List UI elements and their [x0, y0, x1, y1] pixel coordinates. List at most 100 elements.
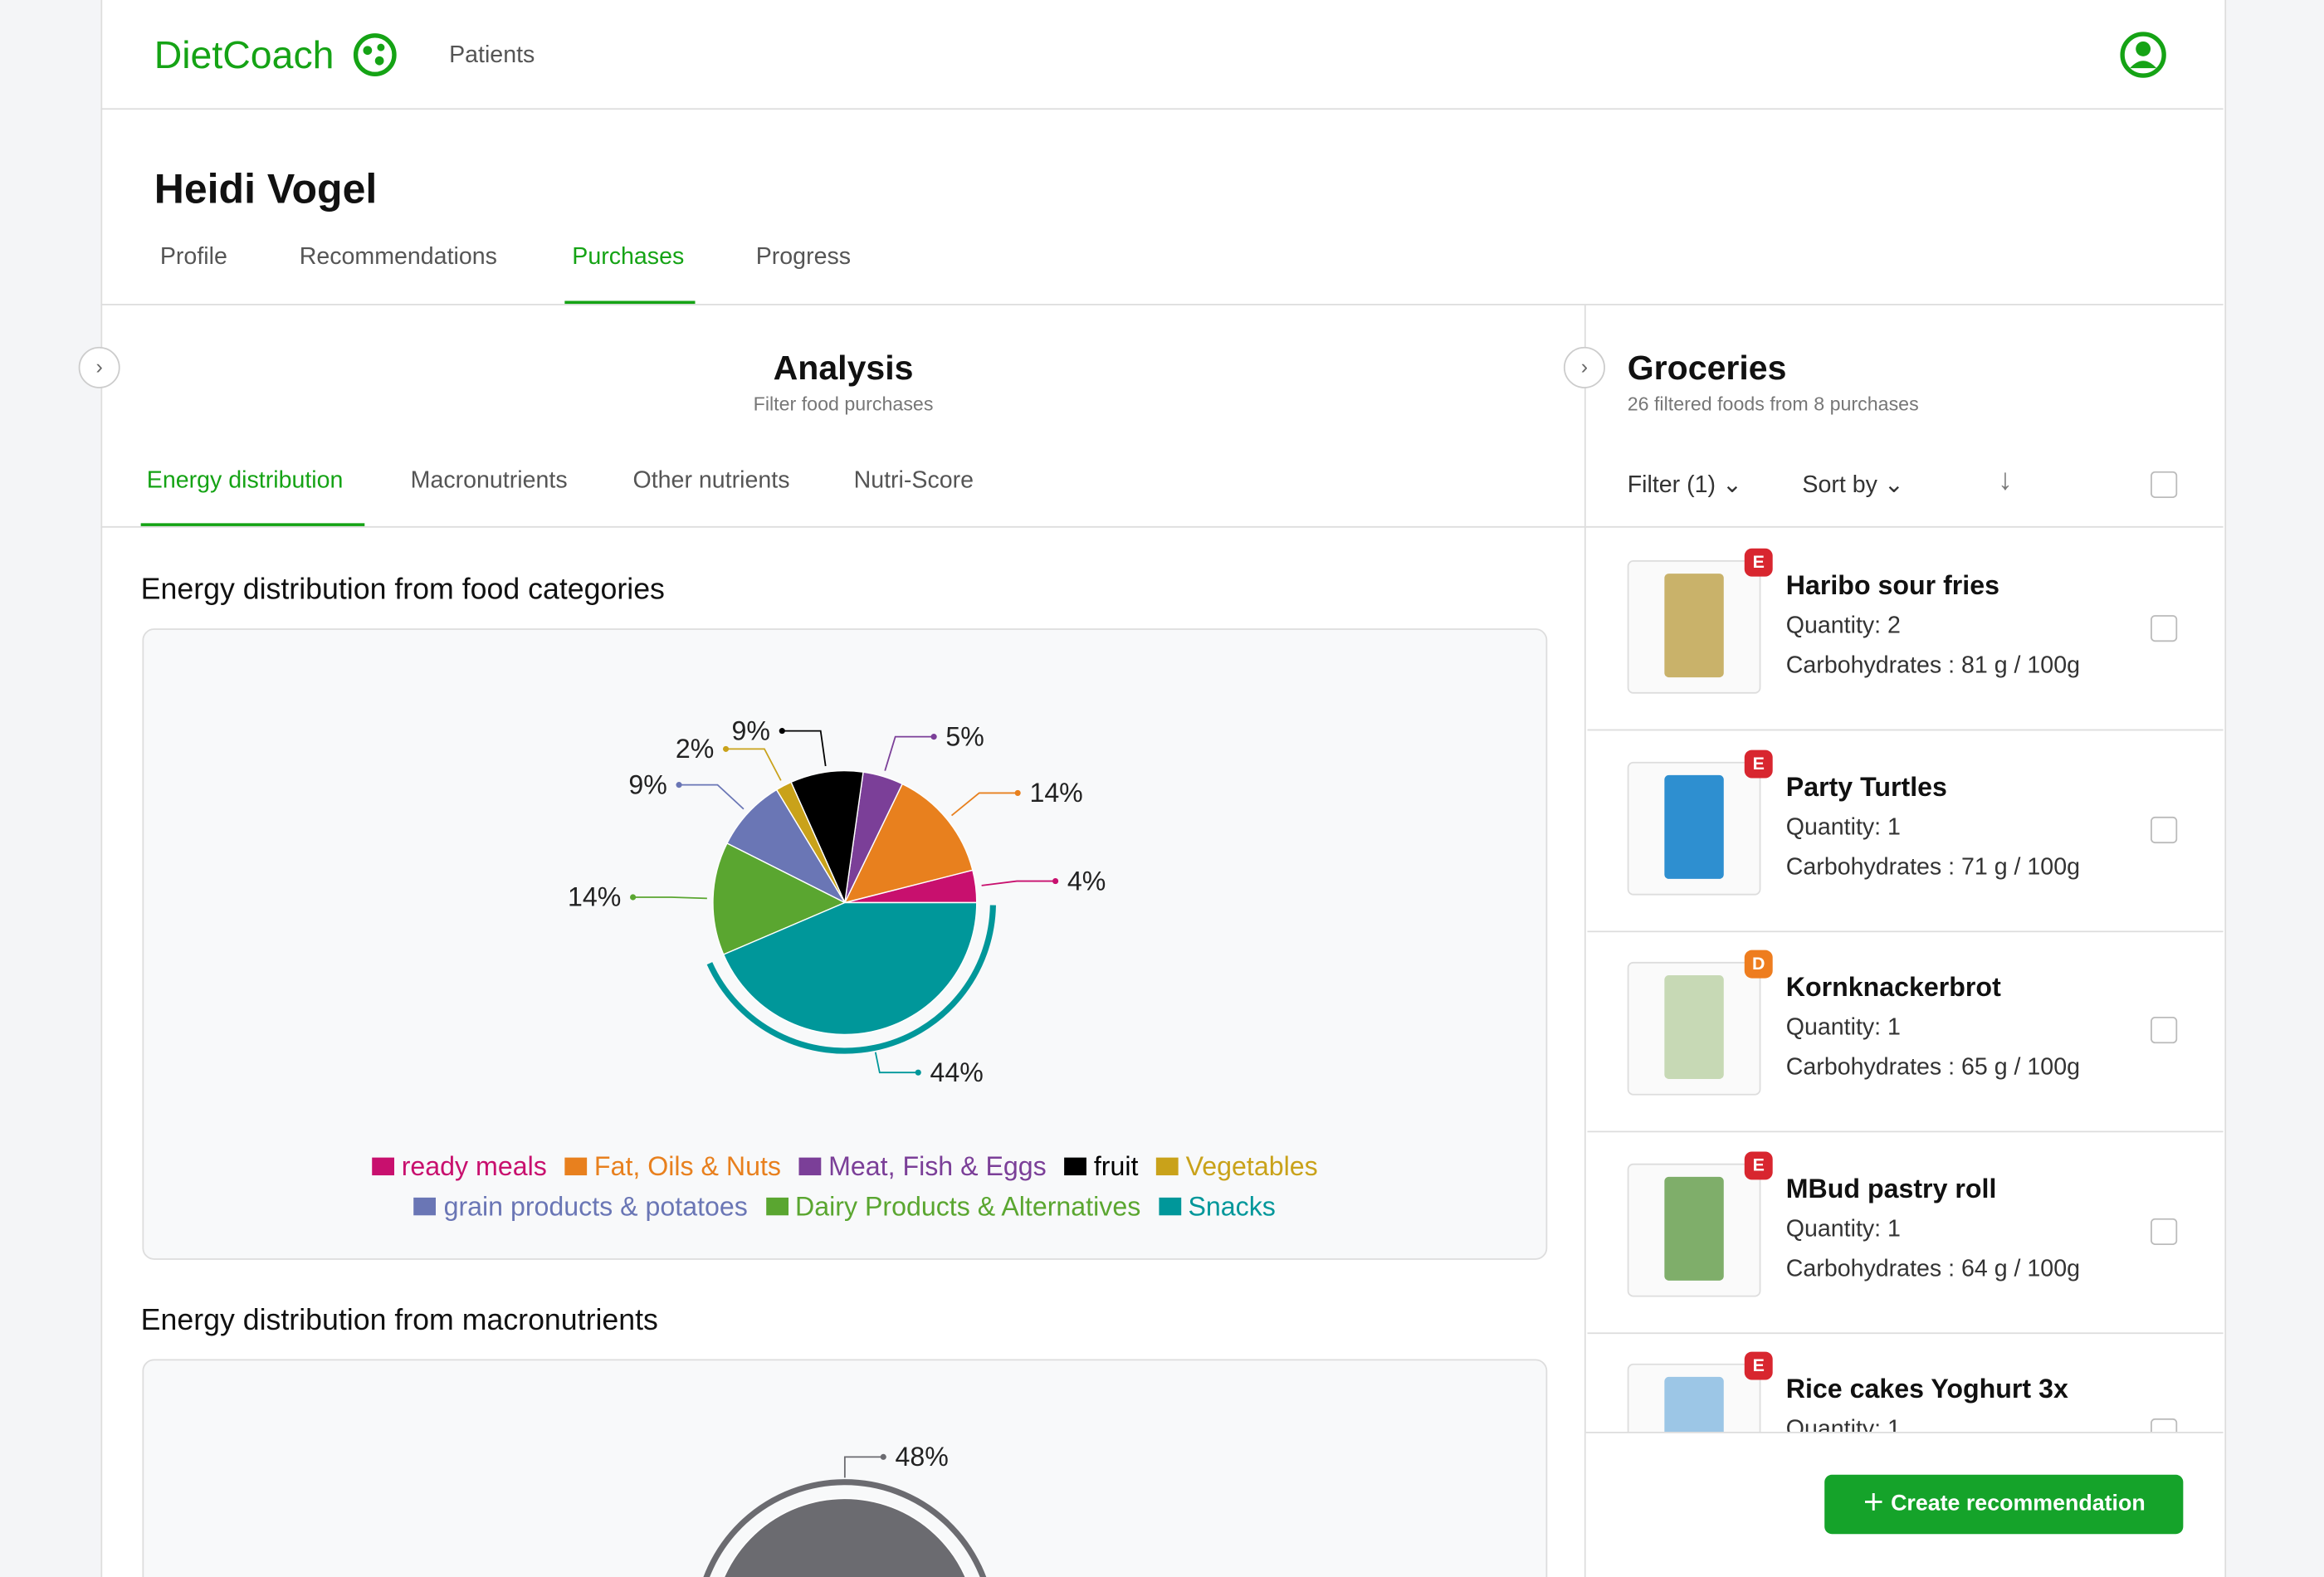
leader-dot	[1014, 789, 1021, 796]
legend-entry[interactable]: Vegetables	[1155, 1151, 1318, 1182]
tab-indicator	[564, 300, 696, 305]
legend-label: Meat, Fish & Eggs	[828, 1151, 1047, 1182]
product-carbs: Carbohydrates : 81 g / 100g	[1785, 653, 2080, 679]
value-label: 48%	[896, 1442, 949, 1472]
grocery-item[interactable]: E MBud pastry roll Quantity: 1 Carbohydrate…	[1587, 1131, 2224, 1334]
chart-title: Energy distribution from food categories	[140, 574, 665, 607]
legend: ready meals Fat, Oils & Nuts Meat, Fish & …	[144, 1143, 1545, 1223]
product-name: Kornknackerbrot	[1785, 972, 2001, 1003]
leader-line	[725, 748, 782, 781]
panel-title: Groceries	[1627, 348, 1787, 388]
legend-entry[interactable]: Meat, Fish & Eggs	[798, 1151, 1047, 1182]
value-label: 9%	[628, 769, 666, 799]
tab[interactable]: Purchases	[572, 244, 685, 270]
product-picture	[1664, 774, 1724, 879]
item-checkbox[interactable]	[2151, 615, 2178, 642]
product-carbs: Carbohydrates : 71 g / 100g	[1785, 854, 2080, 880]
brand[interactable]: DietCoach	[154, 32, 334, 77]
legend-entry[interactable]: fruit	[1064, 1151, 1138, 1182]
highlight-ring	[706, 905, 996, 1054]
legend-label: fruit	[1093, 1151, 1139, 1182]
leader-line	[843, 1456, 884, 1478]
filter-button[interactable]: Filter (1) ⌄	[1627, 472, 1742, 498]
legend-entry[interactable]: Snacks	[1158, 1191, 1276, 1223]
divider	[100, 304, 2224, 305]
collapse-button[interactable]: ›	[1563, 346, 1605, 388]
grocery-item[interactable]: E Haribo sour fries Quantity: 2 Carbohydrat…	[1587, 529, 2224, 731]
tab[interactable]: Energy distribution	[146, 468, 344, 494]
product-name: Rice cakes Yoghurt 3x	[1785, 1374, 2068, 1404]
panel-subtitle: Filter food purchases	[753, 393, 934, 415]
select-all-checkbox[interactable]	[2151, 471, 2178, 498]
product-quantity: Quantity: 1	[1785, 814, 1901, 840]
legend-entry[interactable]: Dairy Products & Alternatives	[765, 1192, 1140, 1223]
leader-line	[679, 784, 745, 810]
leader-line	[884, 735, 935, 771]
sort-label: Sort by	[1802, 472, 1877, 498]
pie-chart: 4% 14% 5% 9% 2% 9% 14% 44%	[568, 715, 1106, 1087]
tab[interactable]: Recommendations	[299, 244, 497, 270]
leader-line	[782, 730, 827, 767]
product-picture	[1664, 1175, 1724, 1280]
nav-link[interactable]: Patients	[449, 42, 535, 69]
leader-line	[632, 896, 707, 900]
legend-label: grain products & potatoes	[443, 1191, 748, 1222]
tab[interactable]: Progress	[755, 244, 852, 270]
legend-row: grain products & potatoes Dairy Products …	[144, 1192, 1545, 1223]
tab-indicator	[140, 523, 365, 526]
legend-swatch	[413, 1197, 437, 1216]
legend-swatch	[1155, 1157, 1179, 1176]
create-recommendation-button[interactable]: ＋ Create recommendation	[1824, 1474, 2184, 1535]
divider	[1584, 305, 1586, 1577]
sort-direction[interactable]: ↓	[1998, 463, 2013, 497]
pie-chart: 48%	[703, 1442, 987, 1577]
pie-slice	[790, 769, 864, 906]
chart-card: 48%	[142, 1359, 1548, 1577]
legend-entry[interactable]: Fat, Oils & Nuts	[564, 1151, 781, 1182]
panel-title: Analysis	[773, 348, 914, 388]
legend-entry[interactable]: grain products & potatoes	[413, 1191, 748, 1223]
patient-name: Heidi Vogel	[154, 165, 378, 212]
nutri-score-badge: E	[1744, 548, 1773, 577]
grocery-item[interactable]: E Party Turtles Quantity: 1 Carbohydrates :…	[1587, 730, 2224, 932]
legend-label: Snacks	[1188, 1191, 1276, 1222]
pie-slice	[722, 901, 978, 1036]
product-carbs: Carbohydrates : 65 g / 100g	[1785, 1055, 2080, 1081]
legend-swatch	[1064, 1157, 1086, 1176]
tab[interactable]: Nutri-Score	[853, 468, 974, 494]
leader-dot	[880, 1453, 886, 1460]
product-quantity: Quantity: 1	[1785, 1216, 1901, 1242]
product-carbs: Carbohydrates : 64 g / 100g	[1785, 1256, 2080, 1282]
legend-label: Fat, Oils & Nuts	[593, 1151, 781, 1182]
divider	[100, 525, 1586, 528]
tab[interactable]: Profile	[159, 244, 227, 270]
tab[interactable]: Macronutrients	[410, 468, 568, 494]
legend-label: Dairy Products & Alternatives	[795, 1191, 1141, 1222]
legend-swatch	[798, 1157, 822, 1176]
divider	[100, 108, 2224, 110]
leader-line	[874, 1052, 919, 1074]
chart-title: Energy distribution from macronutrients	[140, 1304, 658, 1337]
divider	[1585, 525, 2224, 528]
value-label: 44%	[930, 1057, 984, 1087]
value-label: 4%	[1067, 866, 1106, 896]
value-label: 2%	[676, 734, 714, 764]
user-icon[interactable]	[2120, 31, 2167, 78]
tab[interactable]: Other nutrients	[632, 468, 790, 494]
collapse-button[interactable]: ›	[78, 346, 120, 388]
item-checkbox[interactable]	[2151, 816, 2178, 843]
legend-entry[interactable]: ready meals	[371, 1151, 547, 1182]
pie-slice	[725, 788, 847, 905]
sort-button[interactable]: Sort by ⌄	[1802, 472, 1904, 498]
nutri-score-badge: E	[1744, 749, 1773, 778]
value-label: 14%	[568, 882, 621, 912]
grocery-item[interactable]: D Kornknackerbrot Quantity: 1 Carbohydrates…	[1587, 930, 2224, 1133]
leader-line	[950, 792, 1018, 817]
product-name: MBud pastry roll	[1785, 1173, 1997, 1204]
legend-label: ready meals	[401, 1151, 547, 1182]
item-checkbox[interactable]	[2151, 1016, 2178, 1044]
leader-line	[981, 880, 1056, 886]
pie-slice	[723, 1497, 966, 1577]
item-checkbox[interactable]	[2151, 1217, 2178, 1245]
chart-card: 4% 14% 5% 9% 2% 9% 14% 44% ready meals Fat, Oils …	[142, 628, 1548, 1260]
